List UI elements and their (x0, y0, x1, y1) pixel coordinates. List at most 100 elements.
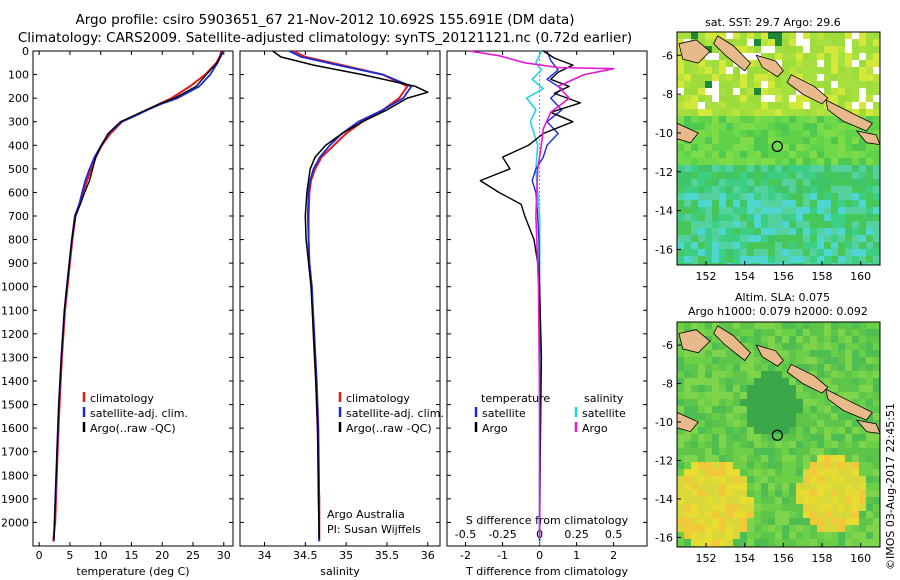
map-cell (803, 46, 811, 54)
map-cell (733, 497, 741, 505)
map-x-tick-label: 154 (734, 552, 755, 565)
map-cell (761, 123, 769, 131)
map-cell (824, 532, 832, 540)
map-cell (733, 504, 741, 512)
map-cell (824, 490, 832, 498)
map-cell (852, 32, 860, 40)
map-cell (712, 441, 720, 449)
map-cell (684, 392, 692, 400)
map-cell (761, 343, 769, 351)
map-cell (740, 441, 748, 449)
map-cell (824, 123, 832, 131)
map-cell (684, 539, 692, 547)
map-cell (705, 39, 713, 47)
map-cell (852, 483, 860, 491)
legend-label: satellite-adj. clim. (90, 407, 188, 420)
map-cell (761, 434, 769, 442)
map-cell (733, 329, 741, 337)
map-cell (733, 518, 741, 526)
map-cell (712, 350, 720, 358)
map-cell (831, 249, 839, 257)
map-cell (726, 102, 734, 110)
map-cell (761, 130, 769, 138)
map-cell (719, 95, 727, 103)
map-cell (698, 476, 706, 484)
map-cell (845, 427, 853, 435)
map-cell (852, 60, 860, 68)
map-cell (768, 228, 776, 236)
map-cell (817, 420, 825, 428)
map-cell (747, 200, 755, 208)
map-cell (698, 378, 706, 386)
map-cell (810, 137, 818, 145)
map-cell (684, 165, 692, 173)
x-tick-label: 10 (94, 549, 108, 562)
map-cell (691, 123, 699, 131)
map-cell (768, 109, 776, 117)
map-cell (719, 81, 727, 89)
map-cell (754, 179, 762, 187)
map-cell (733, 441, 741, 449)
map-cell (831, 53, 839, 61)
map-cell (698, 81, 706, 89)
map-cell (761, 504, 769, 512)
map-cell (740, 364, 748, 372)
map-cell (817, 200, 825, 208)
map-cell (761, 392, 769, 400)
map-cell (845, 434, 853, 442)
map-cell (859, 469, 867, 477)
map-cell (866, 263, 874, 265)
sla-map-title-line1: Altim. SLA: 0.075 (735, 291, 831, 304)
map-cell (796, 228, 804, 236)
map-cell (845, 448, 853, 456)
map-cell (831, 179, 839, 187)
map-cell (852, 200, 860, 208)
map-cell (712, 116, 720, 124)
map-cell (838, 256, 846, 264)
map-cell (810, 504, 818, 512)
map-cell (768, 322, 776, 330)
map-cell (845, 144, 853, 152)
map-cell (691, 322, 699, 330)
map-cell (684, 504, 692, 512)
map-cell (859, 144, 867, 152)
map-cell (803, 74, 811, 82)
map-cell (705, 172, 713, 180)
map-cell (810, 207, 818, 215)
map-cell (866, 483, 874, 491)
map-cell (845, 455, 853, 463)
map-cell (747, 242, 755, 250)
map-cell (831, 39, 839, 47)
map-cell (733, 539, 741, 547)
map-cell (838, 441, 846, 449)
map-cell (684, 32, 692, 40)
map-cell (677, 434, 685, 442)
map-cell (796, 399, 804, 407)
map-cell (684, 364, 692, 372)
map-cell (726, 497, 734, 505)
map-cell (761, 221, 769, 229)
map-cell (810, 532, 818, 540)
map-cell (859, 539, 867, 547)
map-cell (761, 242, 769, 250)
map-cell (852, 336, 860, 344)
map-cell (782, 399, 790, 407)
map-cell (761, 413, 769, 421)
map-cell (796, 165, 804, 173)
map-cell (831, 172, 839, 180)
map-cell (824, 357, 832, 365)
map-cell (775, 448, 783, 456)
map-cell (705, 200, 713, 208)
map-x-tick-label: 158 (812, 270, 833, 283)
map-cell (845, 263, 853, 265)
map-cell (852, 476, 860, 484)
map-cell (768, 116, 776, 124)
map-cell (733, 511, 741, 519)
map-cell (684, 371, 692, 379)
map-cell (712, 357, 720, 365)
map-cell (747, 172, 755, 180)
map-cell (852, 427, 860, 435)
map-cell (845, 186, 853, 194)
map-cell (866, 151, 874, 159)
map-cell (824, 214, 832, 222)
